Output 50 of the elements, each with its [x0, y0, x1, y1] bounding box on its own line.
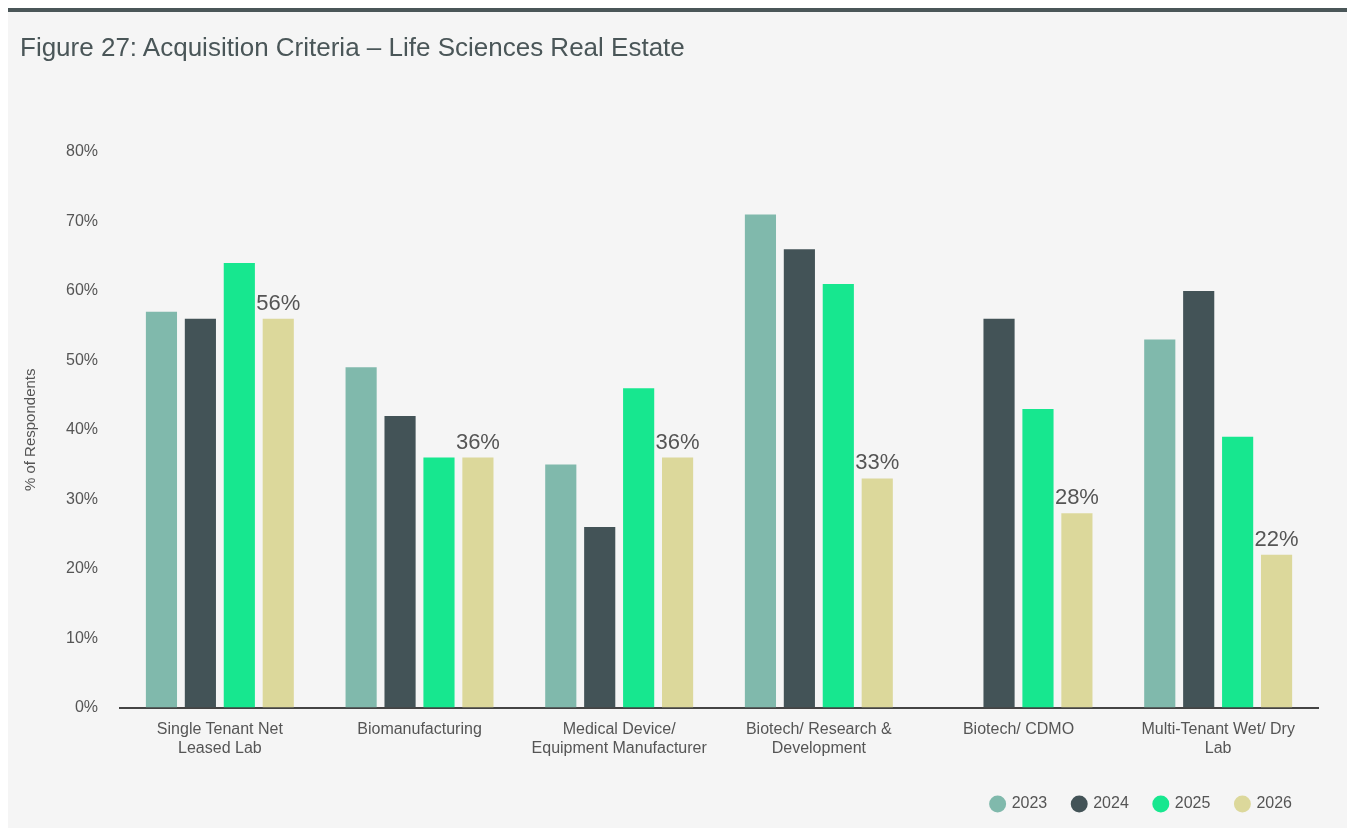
bar [584, 527, 616, 708]
bar [262, 318, 294, 708]
x-tick-label: Multi-Tenant Wet/ Dry Lab [1141, 719, 1295, 756]
bar [423, 457, 455, 708]
bar [822, 283, 854, 708]
x-tick-label: Biomanufacturing [357, 719, 482, 737]
legend-label: 2026 [1256, 794, 1293, 812]
bar [1222, 436, 1254, 708]
y-tick-label: 30% [65, 489, 99, 507]
y-axis-title: % of Respondents [21, 368, 39, 492]
bar [1183, 290, 1215, 708]
y-tick-label: 70% [65, 211, 99, 229]
bar [861, 478, 893, 708]
bar [184, 318, 216, 708]
legend-label: 2024 [1093, 794, 1129, 812]
data-label: 36% [455, 428, 500, 454]
data-label: 28% [1054, 484, 1099, 510]
data-label: 33% [855, 449, 900, 475]
bar [1144, 339, 1176, 708]
x-tick-label: Biotech/ CDMO [962, 719, 1075, 737]
bar [223, 263, 255, 708]
bar [345, 367, 377, 708]
bar [783, 249, 815, 708]
legend-label: 2023 [1011, 794, 1048, 812]
bar [145, 311, 178, 708]
bar [623, 388, 655, 708]
chart-title: Figure 27: Acquisition Criteria – Life Sciences Real Estate [20, 32, 685, 63]
x-tick-label: Single Tenant Net Leased Lab [156, 719, 284, 756]
y-tick-label: 40% [65, 420, 99, 438]
bar [1261, 554, 1293, 708]
bar [462, 457, 494, 708]
data-label: 22% [1254, 525, 1299, 551]
y-tick-label: 50% [65, 350, 99, 368]
data-label: 56% [256, 289, 301, 315]
x-tick-label: Biotech/ Research & Development [745, 719, 893, 756]
y-tick-label: 80% [65, 142, 99, 160]
x-tick-label: Medical Device/ Equipment Manufacturer [531, 719, 708, 756]
legend-label: 2025 [1174, 794, 1211, 812]
bar [384, 415, 416, 708]
bar [983, 318, 1015, 708]
bar [662, 457, 694, 708]
bar [545, 464, 577, 708]
y-tick-label: 20% [65, 559, 99, 577]
y-tick-label: 60% [65, 281, 99, 299]
data-label: 36% [655, 428, 700, 454]
bar [744, 214, 777, 708]
bar [1022, 408, 1054, 708]
bar [1061, 513, 1093, 708]
y-tick-label: 0% [74, 698, 99, 716]
y-tick-label: 10% [65, 628, 99, 646]
